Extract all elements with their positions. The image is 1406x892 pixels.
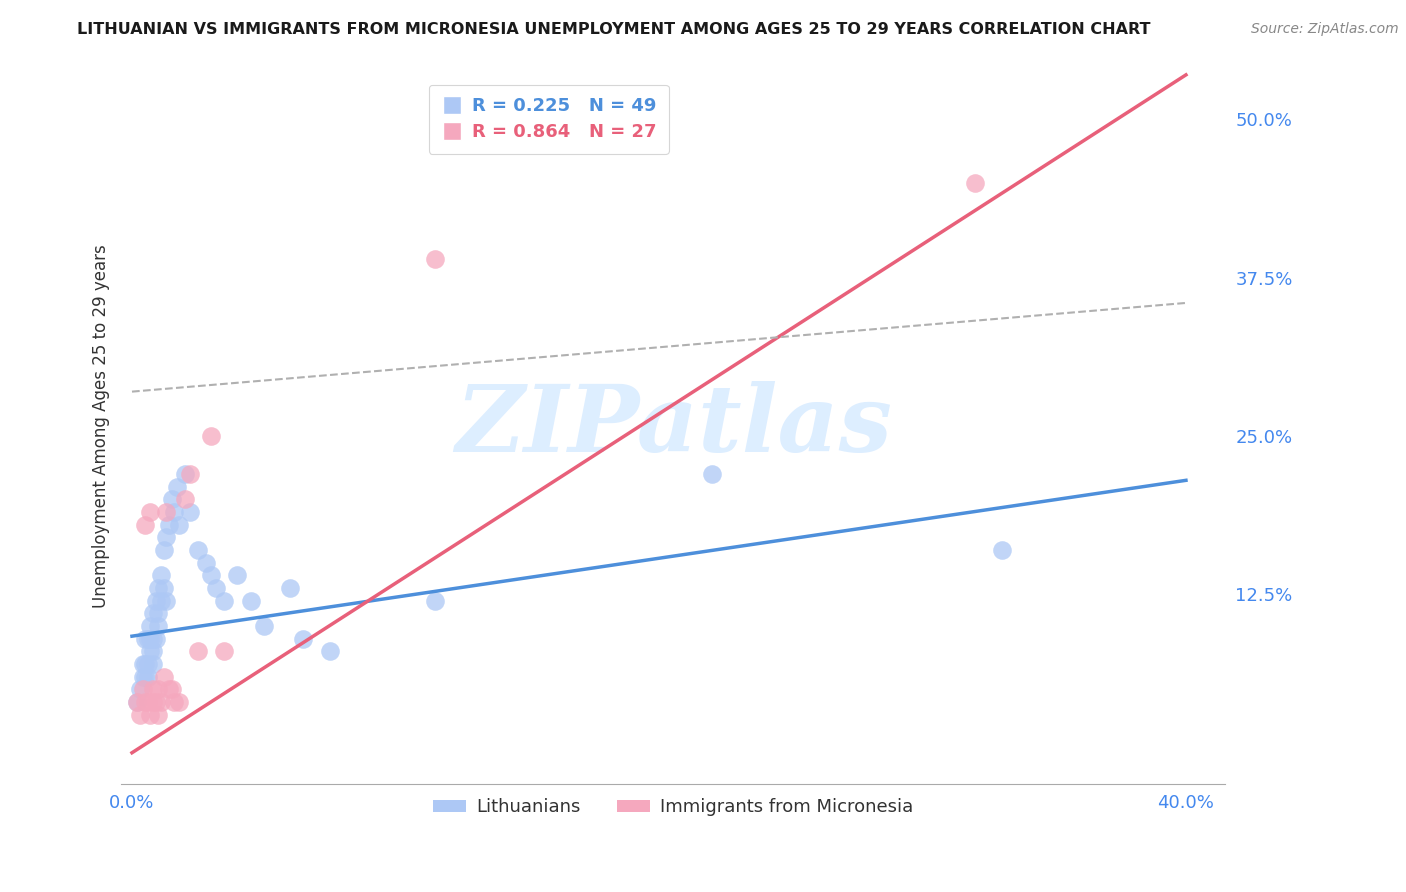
Point [149,593,172,607]
Point [194,556,217,570]
Point [128,707,150,722]
Point [145,593,167,607]
Point [423,593,446,607]
Point [148,707,170,722]
Point [423,252,446,266]
Point [142,682,165,697]
Point [253,619,276,633]
Point [127,695,149,709]
Point [278,581,301,595]
Point [205,581,228,595]
Point [163,695,186,709]
Point [136,695,159,709]
Point [142,657,165,671]
Text: Source: ZipAtlas.com: Source: ZipAtlas.com [1251,22,1399,37]
Point [142,632,165,646]
Point [173,467,195,481]
Point [179,505,201,519]
Point [157,682,180,697]
Point [131,657,153,671]
Point [131,670,153,684]
Point [134,632,156,646]
Point [128,682,150,697]
Point [134,657,156,671]
Point [152,581,174,595]
Point [173,492,195,507]
Point [139,644,162,658]
Text: LITHUANIAN VS IMMIGRANTS FROM MICRONESIA UNEMPLOYMENT AMONG AGES 25 TO 29 YEARS : LITHUANIAN VS IMMIGRANTS FROM MICRONESIA… [77,22,1152,37]
Point [163,505,186,519]
Point [134,517,156,532]
Point [155,505,177,519]
Point [187,644,209,658]
Point [139,619,162,633]
Point [131,682,153,697]
Point [965,176,987,190]
Y-axis label: Unemployment Among Ages 25 to 29 years: Unemployment Among Ages 25 to 29 years [93,244,110,608]
Point [160,492,183,507]
Point [139,632,162,646]
Point [169,517,191,532]
Point [142,607,165,621]
Point [136,670,159,684]
Point [157,517,180,532]
Legend: Lithuanians, Immigrants from Micronesia: Lithuanians, Immigrants from Micronesia [425,789,922,825]
Point [139,505,162,519]
Point [149,568,172,582]
Point [239,593,262,607]
Point [152,543,174,558]
Point [148,581,170,595]
Point [160,682,183,697]
Point [212,644,235,658]
Point [149,695,172,709]
Point [134,670,156,684]
Point [179,467,201,481]
Point [127,695,149,709]
Point [155,593,177,607]
Point [134,695,156,709]
Point [152,670,174,684]
Point [166,480,188,494]
Point [142,644,165,658]
Text: ZIPatlas: ZIPatlas [456,382,891,472]
Point [139,707,162,722]
Point [169,695,191,709]
Point [226,568,249,582]
Point [148,619,170,633]
Point [136,657,159,671]
Point [212,593,235,607]
Point [990,543,1012,558]
Point [145,632,167,646]
Point [142,695,165,709]
Point [700,467,723,481]
Point [187,543,209,558]
Point [148,607,170,621]
Point [136,632,159,646]
Point [200,568,222,582]
Point [145,695,167,709]
Point [292,632,315,646]
Point [148,682,170,697]
Point [318,644,340,658]
Point [200,429,222,443]
Point [155,530,177,544]
